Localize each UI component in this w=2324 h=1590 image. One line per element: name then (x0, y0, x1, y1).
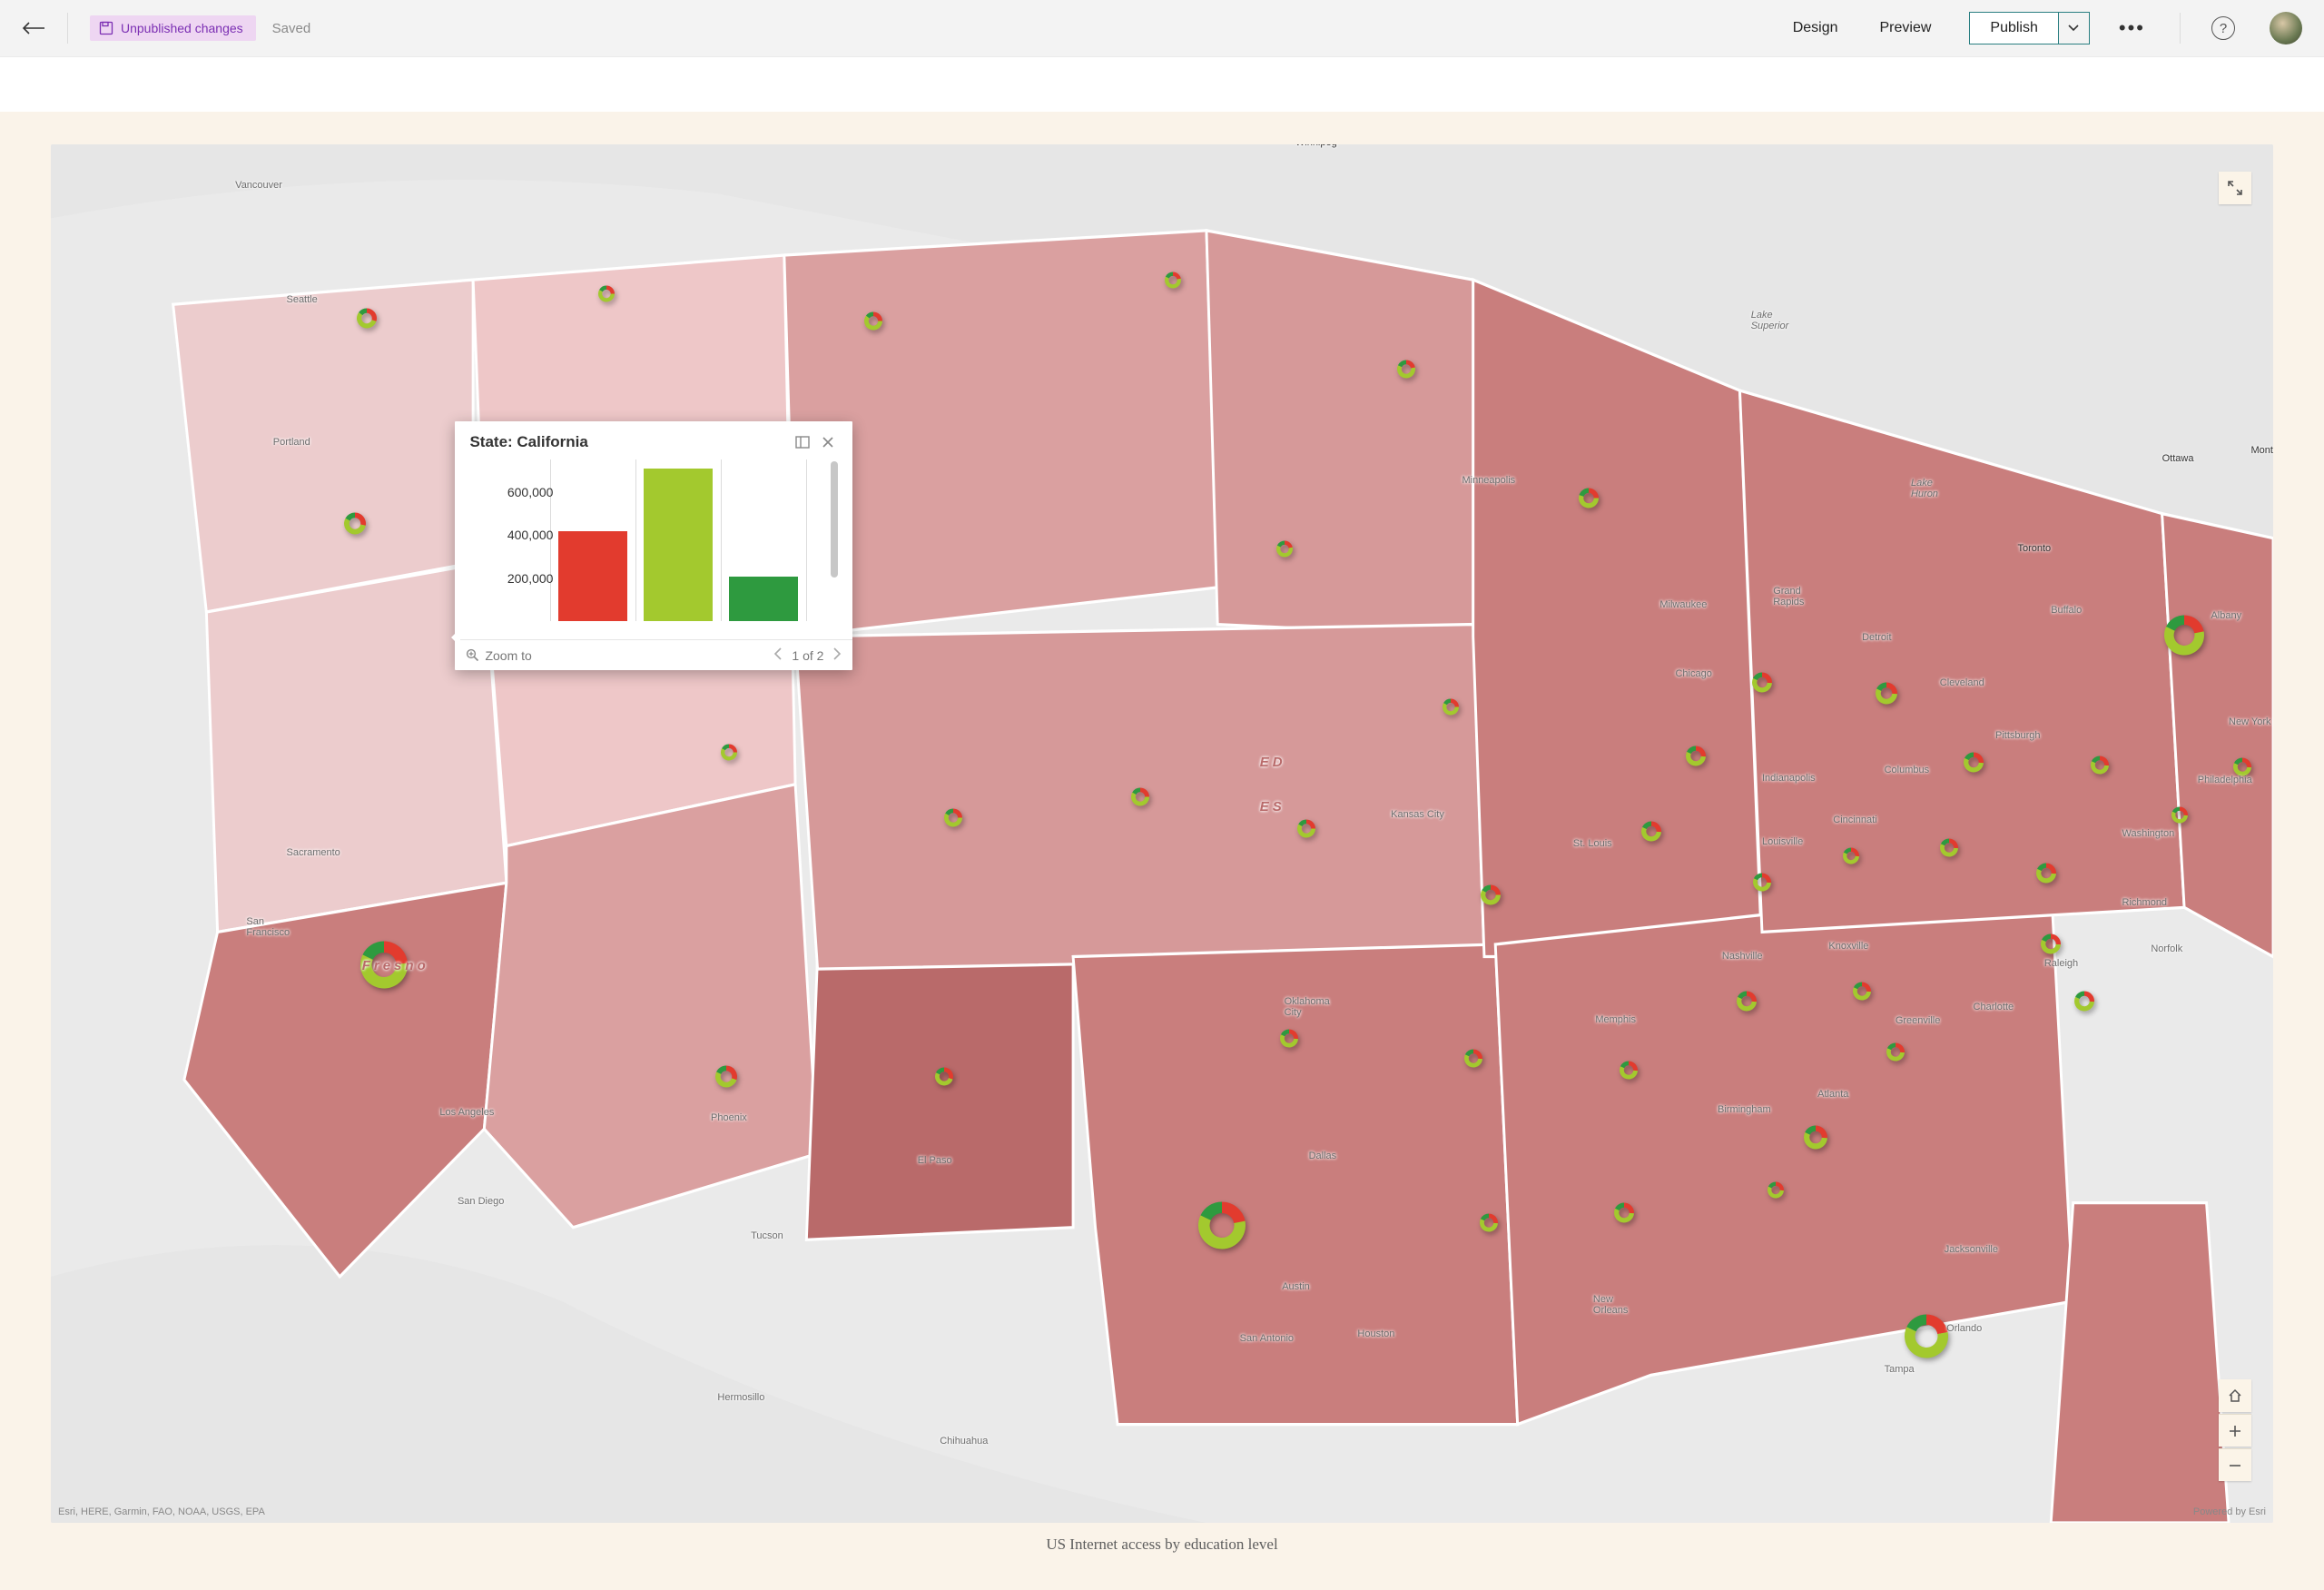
donut-marker[interactable] (2231, 755, 2253, 782)
donut-marker[interactable] (2073, 989, 2096, 1017)
donut-marker[interactable] (1885, 1041, 1906, 1067)
story-canvas: ED ES VancouverSeattlePortlandSacramento… (0, 112, 2324, 1590)
sub-header-blank (0, 57, 2324, 112)
donut-marker[interactable] (1196, 1200, 1247, 1256)
expand-map-button[interactable] (2219, 172, 2251, 204)
attribution-right: Powered by Esri (2193, 1506, 2266, 1517)
more-menu-icon[interactable]: ••• (2106, 16, 2158, 40)
donut-marker[interactable] (1479, 883, 1502, 911)
donut-marker[interactable] (1751, 872, 1773, 898)
donut-marker[interactable] (1441, 697, 1461, 722)
close-icon[interactable] (818, 432, 838, 452)
donut-marker[interactable] (1129, 786, 1151, 813)
publish-split-button: Publish (1969, 12, 2089, 44)
donut-marker[interactable] (1802, 1123, 1829, 1155)
saved-status: Saved (272, 21, 311, 36)
donut-marker[interactable] (1851, 981, 1873, 1007)
donut-marker[interactable] (1750, 671, 1774, 699)
donut-marker[interactable] (355, 307, 379, 335)
donut-marker[interactable] (2039, 933, 2063, 961)
chart-bar (644, 469, 713, 622)
donut-marker[interactable] (714, 1064, 739, 1094)
donut-marker[interactable] (862, 311, 884, 337)
donut-marker[interactable] (2170, 805, 2190, 829)
home-button[interactable] (2219, 1379, 2251, 1412)
magnify-icon (466, 648, 479, 662)
donut-marker[interactable] (1640, 820, 1663, 848)
app-header: Unpublished changes Saved Design Preview… (0, 0, 2324, 57)
donut-marker[interactable] (596, 283, 616, 308)
divider (2180, 13, 2181, 44)
dock-icon[interactable] (793, 432, 812, 452)
publish-dropdown[interactable] (2058, 13, 2089, 44)
publish-button[interactable]: Publish (1970, 13, 2057, 44)
avatar[interactable] (2270, 12, 2302, 44)
scrollbar[interactable] (831, 461, 838, 578)
donut-marker[interactable] (359, 940, 409, 995)
donut-marker[interactable] (933, 1066, 955, 1092)
donut-marker[interactable] (1275, 538, 1295, 563)
donut-marker[interactable] (1295, 817, 1317, 844)
plus-icon (2228, 1424, 2242, 1438)
donut-marker[interactable] (1903, 1312, 1950, 1364)
donut-marker[interactable] (719, 743, 739, 767)
expand-icon (2227, 180, 2243, 196)
donut-marker[interactable] (942, 806, 964, 833)
donut-marker[interactable] (2034, 861, 2058, 889)
nav-preview[interactable]: Preview (1867, 20, 1945, 36)
pager-next-icon[interactable] (832, 647, 842, 663)
donut-marker[interactable] (1684, 744, 1708, 772)
donut-marker[interactable] (2089, 755, 2111, 781)
donut-marker[interactable] (1962, 751, 1985, 779)
donut-marker[interactable] (1577, 486, 1600, 514)
unpublished-badge[interactable]: Unpublished changes (90, 15, 256, 41)
zoom-to-button[interactable]: Zoom to (466, 648, 531, 663)
donut-marker[interactable] (342, 511, 368, 541)
donut-marker[interactable] (1612, 1201, 1636, 1230)
attribution-left: Esri, HERE, Garmin, FAO, NOAA, USGS, EPA (58, 1506, 265, 1517)
map-viewport[interactable]: ED ES VancouverSeattlePortlandSacramento… (51, 144, 2273, 1523)
chevron-down-icon (2068, 25, 2079, 32)
donut-marker[interactable] (1874, 681, 1899, 711)
popup-bar-chart: 200,000 400,000 600,000 (469, 459, 838, 639)
donut-marker[interactable] (1938, 837, 1960, 864)
donut-marker[interactable] (1278, 1027, 1300, 1053)
axis-tick-label: 200,000 (507, 571, 554, 586)
zoom-in-button[interactable] (2219, 1414, 2251, 1447)
minus-icon (2228, 1458, 2242, 1473)
nav-design[interactable]: Design (1780, 20, 1851, 36)
chart-bar (729, 577, 798, 622)
donut-marker[interactable] (1478, 1212, 1500, 1239)
donut-marker[interactable] (2162, 614, 2206, 662)
donut-marker[interactable] (1395, 359, 1417, 385)
badge-save-icon (99, 21, 113, 35)
zoom-out-button[interactable] (2219, 1448, 2251, 1481)
donut-marker[interactable] (1618, 1059, 1640, 1085)
axis-tick-label: 400,000 (507, 528, 554, 542)
divider (67, 13, 68, 44)
donut-marker[interactable] (1735, 989, 1758, 1017)
donut-marker[interactable] (1462, 1048, 1484, 1074)
popup-title: State: California (469, 433, 787, 451)
pager-label: 1 of 2 (792, 648, 823, 663)
badge-label: Unpublished changes (121, 21, 243, 35)
zoom-to-label: Zoom to (485, 648, 531, 663)
help-icon[interactable]: ? (2211, 16, 2235, 40)
donut-marker[interactable] (1841, 846, 1861, 871)
donut-marker[interactable] (1163, 270, 1183, 294)
chart-bar (558, 531, 627, 622)
map-popup: State: California 200,000400,000600,000 … (455, 421, 852, 670)
axis-tick-label: 600,000 (507, 485, 554, 499)
home-icon (2227, 1388, 2243, 1404)
donut-marker[interactable] (1766, 1180, 1786, 1204)
back-arrow-icon[interactable] (22, 22, 45, 35)
pager-prev-icon[interactable] (773, 647, 783, 663)
map-caption: US Internet access by education level (51, 1523, 2273, 1554)
